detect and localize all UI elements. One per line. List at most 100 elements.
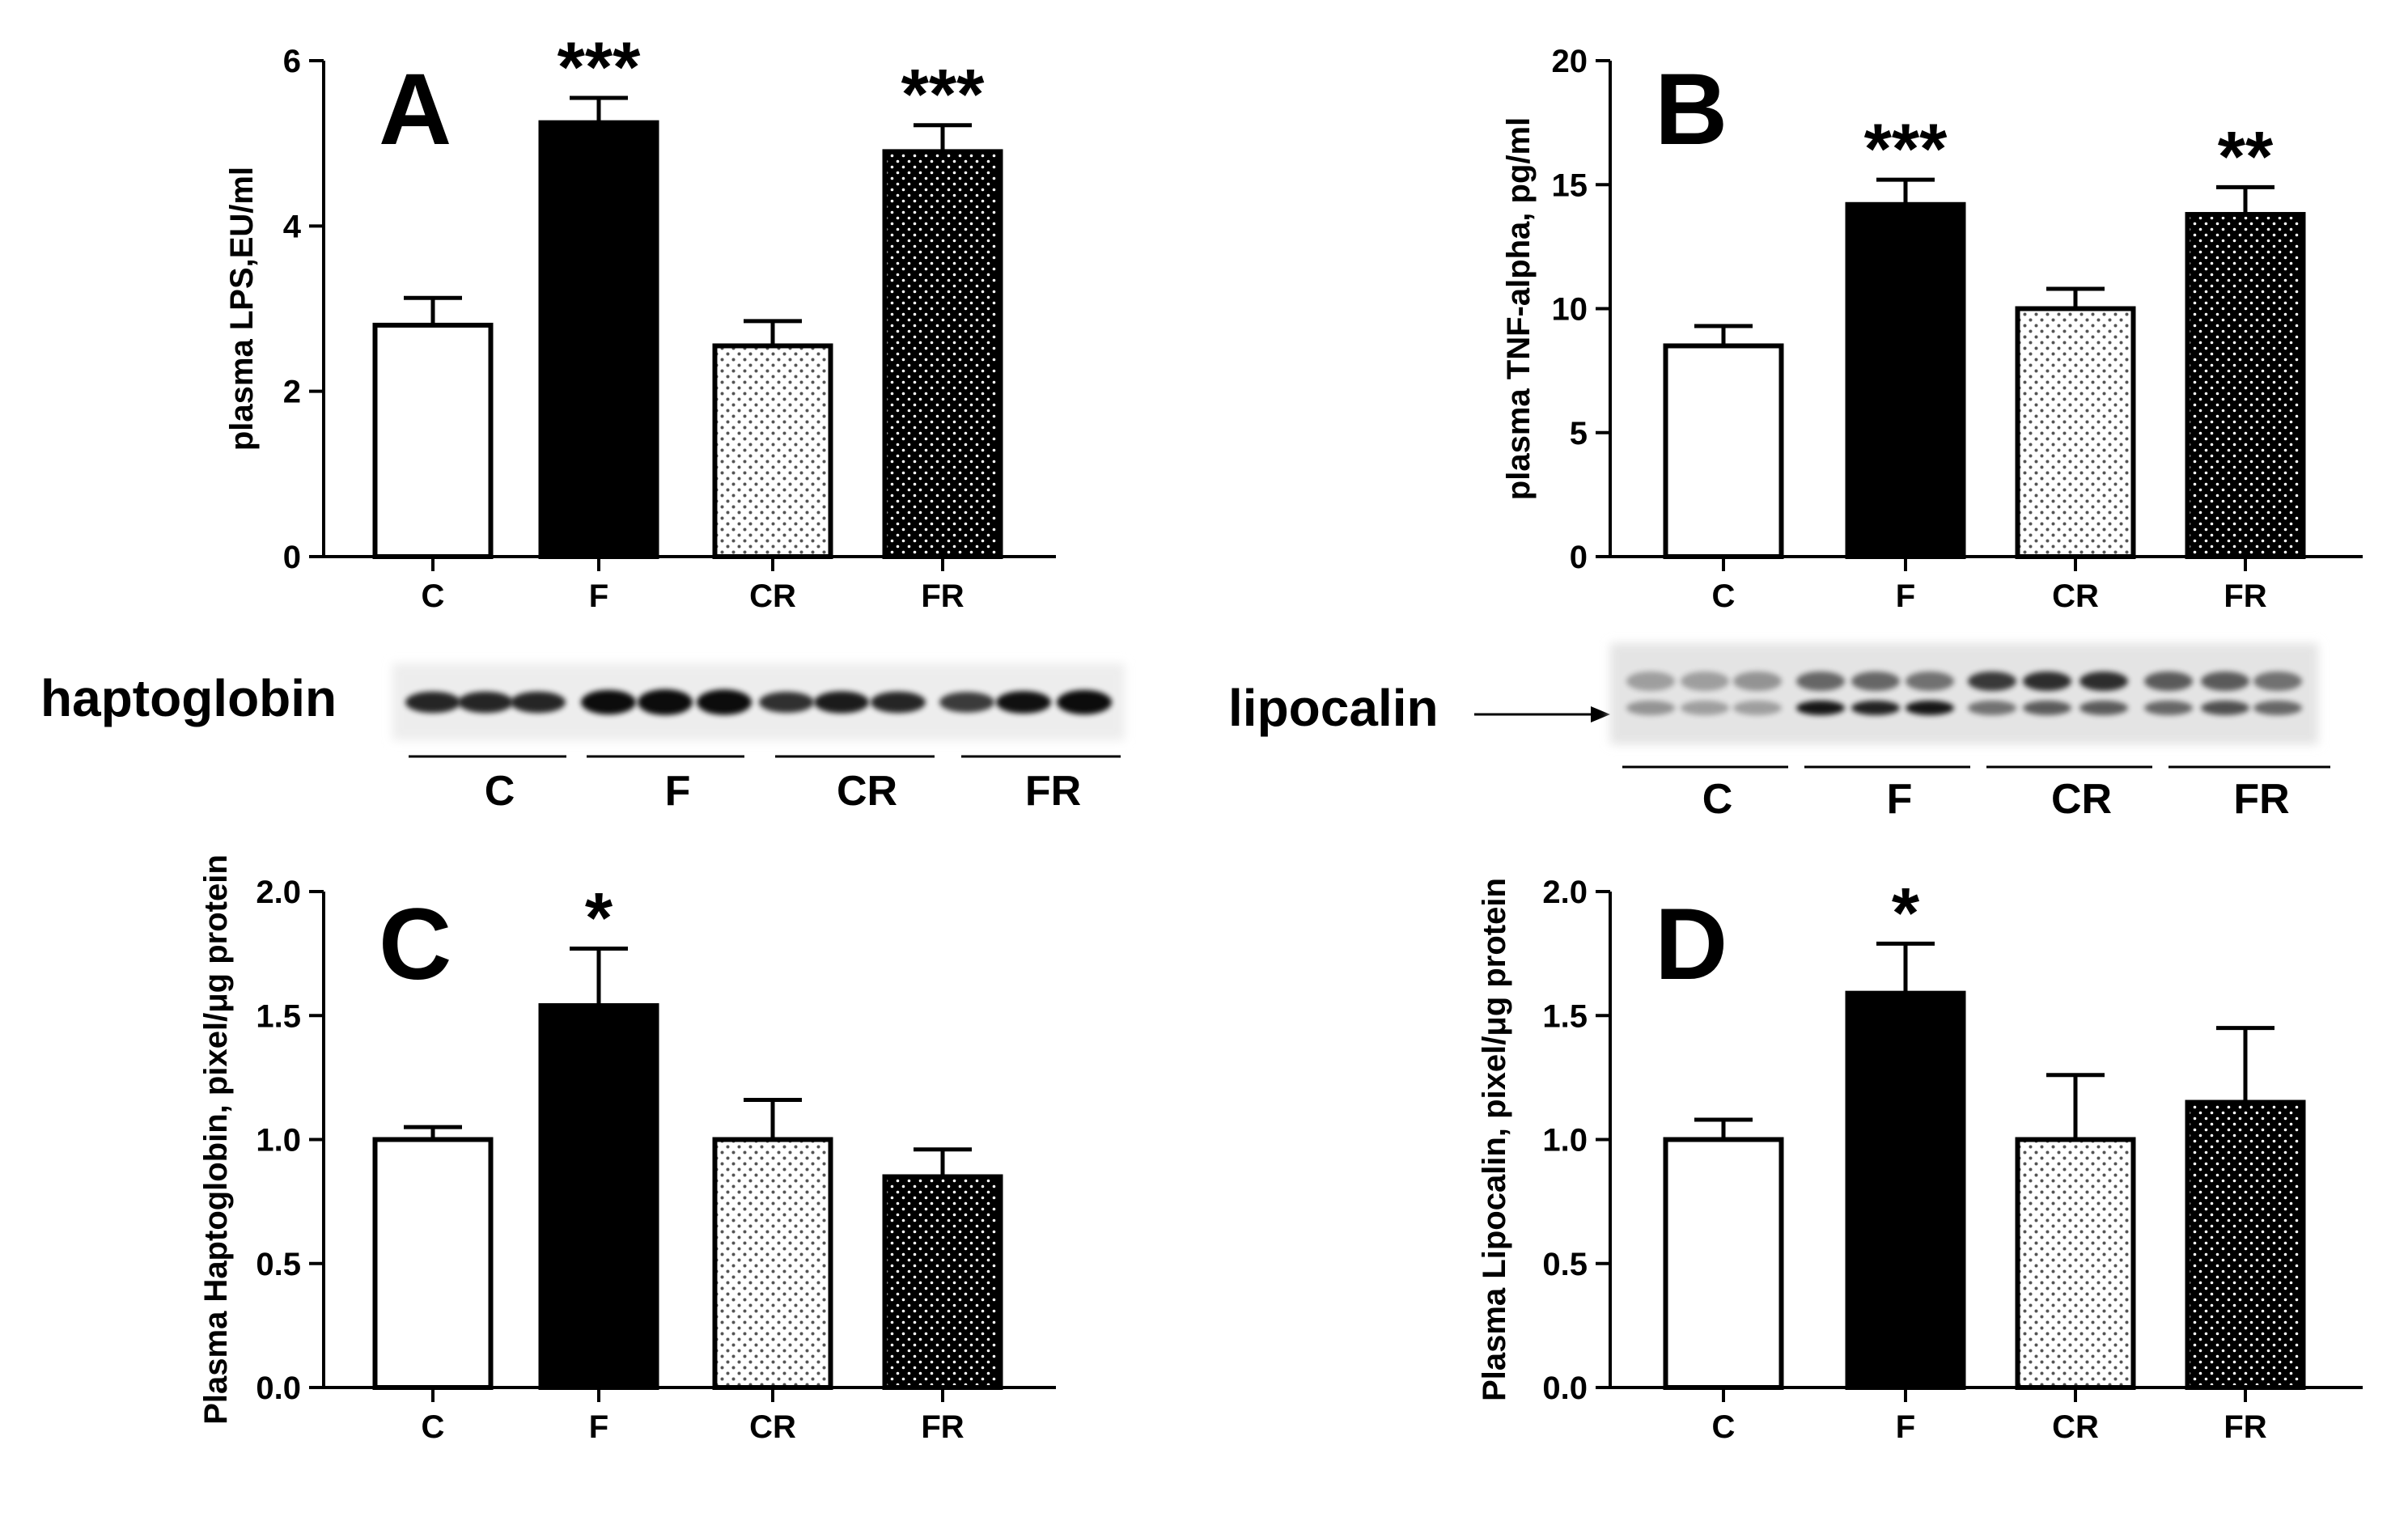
blot-band: [996, 691, 1051, 714]
blot-band: [405, 691, 460, 714]
x-tick-label: CR: [749, 1409, 796, 1445]
x-tick-label: C: [422, 1409, 445, 1445]
y-axis-label: plasma LPS,EU/ml: [224, 167, 260, 451]
x-tick-label: FR: [921, 578, 964, 614]
y-tick-label: 15: [1552, 167, 1588, 203]
chart-panel-c: 0.0 0.5 1.0 1.5 2.0 Plasma Haptoglobin, pixel…: [198, 854, 1056, 1445]
bar-f: [1845, 990, 1966, 1391]
lipocalin-arrow-head: [1591, 706, 1610, 722]
blot-band-lower: [1681, 701, 1729, 715]
y-tick-label: 0.5: [256, 1247, 301, 1282]
panel-letter: B: [1655, 53, 1728, 166]
blot-band-upper: [1733, 672, 1782, 691]
blot-band-upper: [1681, 672, 1729, 691]
y-tick-label: 0.5: [1542, 1247, 1588, 1282]
x-tick-label: C: [422, 578, 445, 614]
x-tick-label: CR: [749, 578, 796, 614]
blot-band-lower: [2201, 701, 2249, 715]
bar-f: [538, 1002, 659, 1390]
haptoglobin-blot-label: haptoglobin: [40, 669, 337, 727]
blot-band-upper: [2023, 672, 2071, 691]
blot-band-upper: [1626, 672, 1675, 691]
blot-band-lower: [1906, 701, 1954, 715]
bar-cr: [2015, 306, 2136, 559]
bar-fr: [882, 1174, 1003, 1390]
blot-group-label: C: [1702, 776, 1733, 823]
y-tick-label: 0: [1570, 540, 1588, 575]
haptoglobin-blot: haptoglobin C F CR FR: [40, 663, 1125, 815]
lipocalin-blot: lipocalin C F CR FR: [1228, 643, 2330, 823]
bar-c: [372, 1137, 494, 1390]
x-tick-label: F: [1896, 1409, 1915, 1445]
chart-panel-d: 0.0 0.5 1.0 1.5 2.0 Plasma Lipocalin, pixel/μ…: [1477, 872, 2363, 1445]
y-tick-label: 2.0: [256, 875, 301, 910]
blot-group-label: FR: [2233, 776, 2289, 823]
blot-band-upper: [1851, 672, 1900, 691]
x-tick-label: CR: [2052, 578, 2099, 614]
chart-panel-a: 0 2 4 6 plasma LPS,EU/ml A C F *** CR FR ***: [224, 27, 1056, 614]
blot-group-label: F: [665, 768, 691, 815]
blot-band-upper: [2079, 672, 2128, 691]
blot-band: [638, 689, 693, 715]
blot-band-lower: [1796, 701, 1845, 715]
bar-f: [1845, 201, 1966, 560]
haptoglobin-group-labels: C F CR FR: [409, 755, 1121, 815]
blot-band-upper: [1906, 672, 1954, 691]
y-tick-label: 0.0: [1542, 1371, 1588, 1406]
blot-group-label: C: [485, 768, 515, 815]
blot-band-lower: [1733, 701, 1782, 715]
bar-cr: [2015, 1137, 2136, 1390]
blot-band-lower: [2253, 701, 2302, 715]
y-tick-label: 2: [283, 375, 301, 410]
significance-marker: ***: [901, 54, 985, 134]
y-tick-label: 20: [1552, 44, 1588, 79]
bar-cr: [712, 1137, 833, 1390]
y-tick-label: 4: [283, 209, 302, 244]
bar-cr: [712, 343, 833, 559]
blot-group-label: CR: [2051, 776, 2112, 823]
x-tick-label: F: [589, 1409, 608, 1445]
y-tick-label: 0: [283, 540, 301, 575]
bar-fr: [2185, 212, 2306, 559]
blot-band: [939, 692, 994, 713]
blot-band: [759, 692, 814, 713]
x-tick-label: C: [1712, 1409, 1736, 1445]
bar-c: [372, 322, 494, 559]
y-tick-label: 1.0: [1542, 1123, 1588, 1159]
blot-band-upper: [1968, 672, 2016, 691]
blot-band-upper: [2144, 672, 2193, 691]
lipocalin-blot-membrane: [1610, 643, 2318, 744]
y-tick-label: 6: [283, 44, 301, 79]
x-tick-label: F: [1896, 578, 1915, 614]
bar-fr: [882, 149, 1003, 559]
blot-group-label: F: [1887, 776, 1913, 823]
lipocalin-bands: [1626, 672, 2302, 715]
x-tick-label: FR: [921, 1409, 964, 1445]
blot-band-lower: [1626, 701, 1675, 715]
blot-band-lower: [1968, 701, 2016, 715]
blot-group-label: FR: [1025, 768, 1081, 815]
blot-band: [697, 689, 752, 715]
lipocalin-group-labels: C F CR FR: [1622, 765, 2330, 823]
chart-panel-b: 0 5 10 15 20 plasma TNF-alpha, pg/ml B C F *** CR F…: [1501, 44, 2363, 614]
y-tick-label: 2.0: [1542, 875, 1588, 910]
blot-band-lower: [1851, 701, 1900, 715]
y-tick-label: 5: [1570, 416, 1588, 451]
x-tick-label: CR: [2052, 1409, 2099, 1445]
x-tick-label: FR: [2224, 578, 2266, 614]
significance-marker: ***: [1864, 108, 1948, 189]
blot-band: [1057, 689, 1112, 715]
y-tick-label: 1.0: [256, 1123, 301, 1159]
bar-c: [1663, 1137, 1784, 1390]
blot-band: [814, 691, 869, 714]
significance-marker: **: [2218, 116, 2274, 196]
blot-band: [511, 691, 566, 714]
blot-band-upper: [1796, 672, 1845, 691]
significance-marker: *: [1892, 872, 1920, 952]
panel-letter: C: [379, 888, 451, 1001]
y-tick-label: 1.5: [1542, 998, 1588, 1034]
significance-marker: ***: [557, 27, 641, 107]
x-tick-label: FR: [2224, 1409, 2266, 1445]
blot-band: [581, 689, 636, 715]
